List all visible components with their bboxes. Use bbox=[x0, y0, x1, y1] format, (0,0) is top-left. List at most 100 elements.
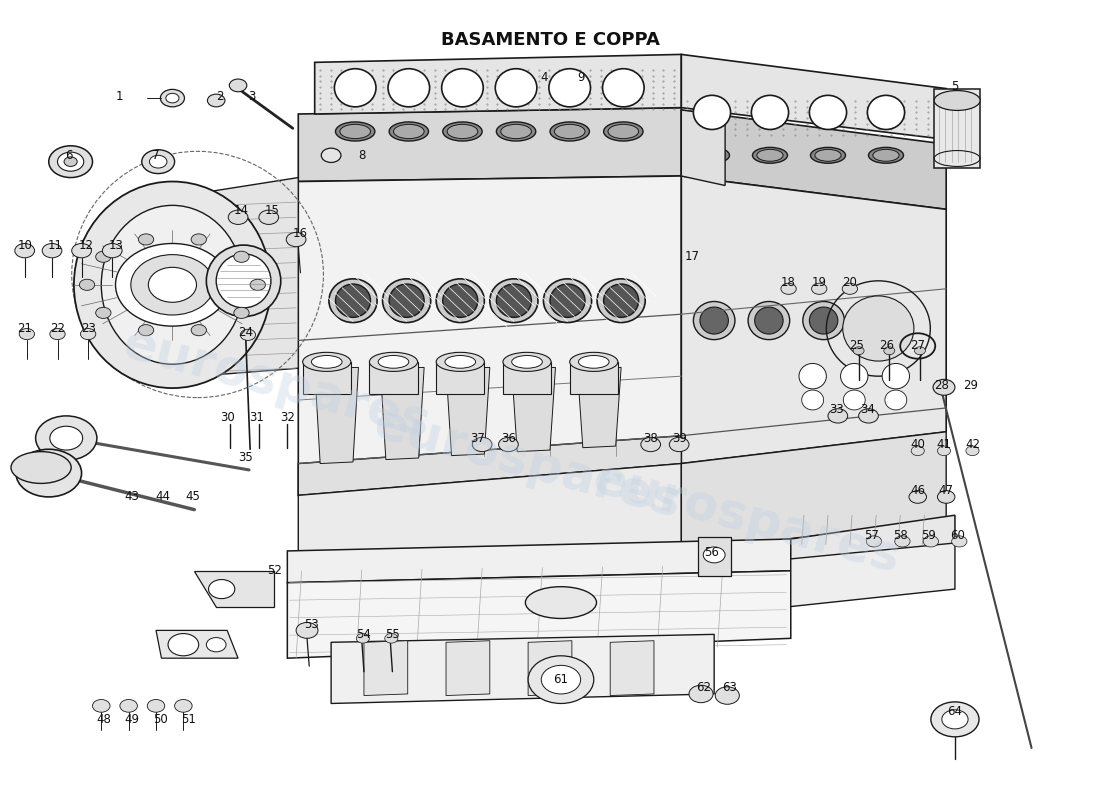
Text: 62: 62 bbox=[695, 681, 711, 694]
Circle shape bbox=[142, 150, 175, 174]
Circle shape bbox=[92, 699, 110, 712]
Text: 30: 30 bbox=[220, 411, 234, 424]
Circle shape bbox=[498, 438, 518, 452]
Ellipse shape bbox=[608, 124, 639, 138]
Ellipse shape bbox=[693, 302, 735, 340]
Polygon shape bbox=[578, 367, 621, 448]
Ellipse shape bbox=[858, 302, 899, 340]
Ellipse shape bbox=[388, 69, 430, 107]
Circle shape bbox=[234, 307, 249, 318]
Circle shape bbox=[911, 446, 924, 456]
Ellipse shape bbox=[311, 355, 342, 368]
Circle shape bbox=[942, 710, 968, 729]
Ellipse shape bbox=[865, 307, 892, 334]
Polygon shape bbox=[198, 178, 298, 376]
Text: 60: 60 bbox=[949, 529, 965, 542]
Circle shape bbox=[35, 416, 97, 460]
Circle shape bbox=[781, 283, 796, 294]
Text: BASAMENTO E COPPA: BASAMENTO E COPPA bbox=[441, 30, 659, 49]
Ellipse shape bbox=[500, 124, 531, 138]
Polygon shape bbox=[364, 641, 408, 695]
Ellipse shape bbox=[389, 122, 429, 141]
Text: 44: 44 bbox=[155, 490, 170, 503]
Ellipse shape bbox=[604, 122, 644, 141]
Circle shape bbox=[286, 232, 306, 246]
Text: 5: 5 bbox=[952, 80, 958, 93]
Circle shape bbox=[139, 234, 154, 245]
Circle shape bbox=[923, 536, 938, 547]
Ellipse shape bbox=[496, 284, 531, 318]
Circle shape bbox=[528, 656, 594, 703]
Ellipse shape bbox=[444, 355, 475, 368]
Text: 41: 41 bbox=[936, 438, 952, 451]
Text: 50: 50 bbox=[153, 713, 168, 726]
Circle shape bbox=[15, 450, 81, 497]
Polygon shape bbox=[610, 641, 654, 695]
Ellipse shape bbox=[603, 69, 645, 107]
Text: 55: 55 bbox=[385, 628, 399, 641]
Ellipse shape bbox=[597, 279, 646, 322]
Ellipse shape bbox=[389, 284, 425, 318]
Circle shape bbox=[229, 79, 246, 92]
Text: 63: 63 bbox=[722, 681, 737, 694]
Circle shape bbox=[894, 536, 910, 547]
Ellipse shape bbox=[495, 69, 537, 107]
Ellipse shape bbox=[550, 122, 590, 141]
Circle shape bbox=[843, 283, 858, 294]
Text: 28: 28 bbox=[934, 379, 949, 392]
Ellipse shape bbox=[336, 122, 375, 141]
Text: 39: 39 bbox=[672, 432, 686, 445]
Ellipse shape bbox=[340, 124, 371, 138]
Text: 38: 38 bbox=[644, 432, 658, 445]
Text: 29: 29 bbox=[962, 379, 978, 392]
Circle shape bbox=[19, 329, 34, 340]
Circle shape bbox=[191, 234, 207, 245]
Ellipse shape bbox=[748, 302, 790, 340]
Polygon shape bbox=[681, 110, 725, 186]
Text: 42: 42 bbox=[965, 438, 980, 451]
Polygon shape bbox=[298, 176, 681, 495]
Text: 58: 58 bbox=[893, 529, 907, 542]
Text: 64: 64 bbox=[947, 705, 962, 718]
Polygon shape bbox=[298, 436, 681, 495]
Polygon shape bbox=[437, 362, 484, 394]
Polygon shape bbox=[681, 110, 946, 210]
Ellipse shape bbox=[378, 355, 409, 368]
Text: 59: 59 bbox=[921, 529, 936, 542]
Text: 47: 47 bbox=[938, 484, 954, 497]
Ellipse shape bbox=[873, 150, 899, 162]
Ellipse shape bbox=[934, 90, 980, 110]
Text: 6: 6 bbox=[65, 149, 73, 162]
Ellipse shape bbox=[526, 586, 596, 618]
Circle shape bbox=[147, 699, 165, 712]
Circle shape bbox=[116, 243, 229, 326]
Circle shape bbox=[867, 536, 881, 547]
Polygon shape bbox=[287, 571, 791, 658]
Text: eurospares: eurospares bbox=[118, 320, 436, 448]
Text: 51: 51 bbox=[182, 713, 196, 726]
Circle shape bbox=[258, 210, 278, 225]
Circle shape bbox=[166, 94, 179, 103]
Circle shape bbox=[42, 243, 62, 258]
Ellipse shape bbox=[693, 95, 730, 130]
Polygon shape bbox=[446, 641, 490, 695]
Ellipse shape bbox=[329, 279, 377, 322]
Circle shape bbox=[80, 329, 96, 340]
Polygon shape bbox=[298, 108, 681, 182]
Ellipse shape bbox=[549, 69, 591, 107]
Ellipse shape bbox=[334, 69, 376, 107]
Text: 7: 7 bbox=[152, 149, 160, 162]
Bar bbox=[934, 89, 980, 168]
Text: 12: 12 bbox=[78, 238, 94, 251]
Circle shape bbox=[931, 702, 979, 737]
Polygon shape bbox=[315, 367, 359, 463]
Circle shape bbox=[57, 152, 84, 171]
Circle shape bbox=[161, 90, 185, 107]
Text: 40: 40 bbox=[911, 438, 925, 451]
Circle shape bbox=[131, 254, 214, 315]
Ellipse shape bbox=[383, 279, 431, 322]
Text: 57: 57 bbox=[865, 529, 879, 542]
Circle shape bbox=[250, 279, 265, 290]
Circle shape bbox=[102, 243, 122, 258]
Ellipse shape bbox=[843, 296, 914, 361]
